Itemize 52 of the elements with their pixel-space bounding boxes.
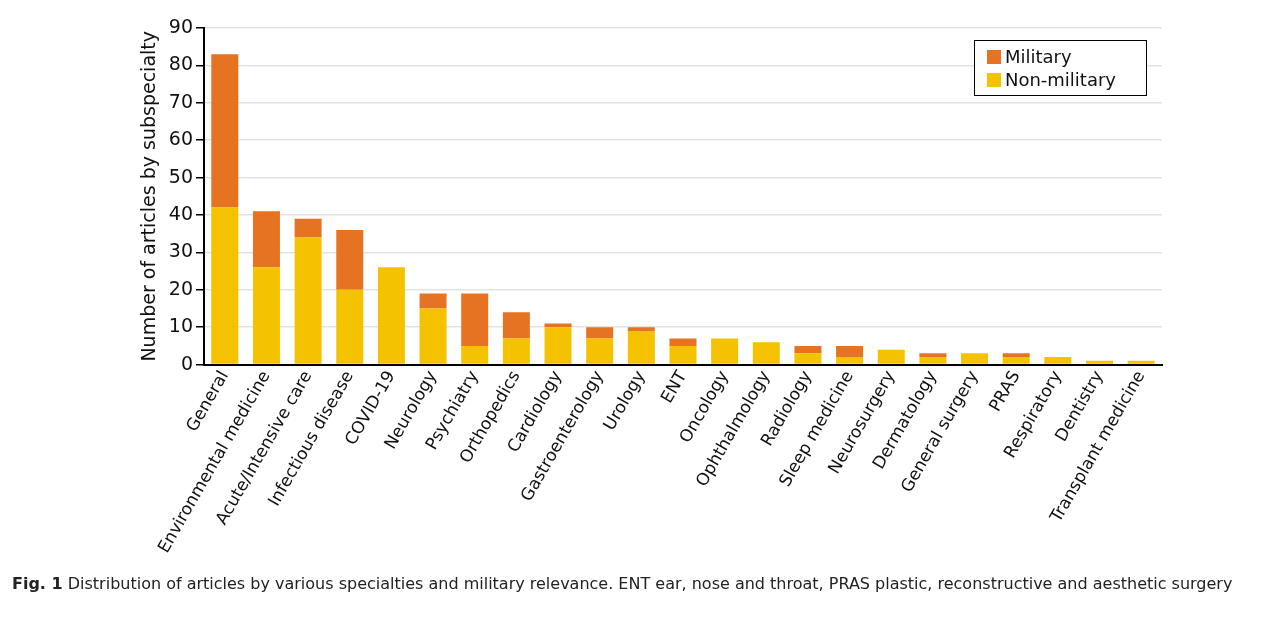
y-tick-label: 20 (168, 276, 193, 299)
bar (711, 338, 739, 364)
y-axis-title: Number of articles by subspecialty (137, 31, 160, 362)
bar (919, 353, 947, 358)
bar (669, 345, 697, 364)
bar (211, 54, 239, 208)
bar (211, 207, 239, 364)
bar (836, 345, 864, 358)
bar (1044, 357, 1072, 364)
bar (1002, 357, 1030, 364)
bar (502, 312, 530, 339)
y-tick-label: 10 (168, 314, 193, 337)
bar (1002, 353, 1030, 358)
bar (336, 229, 364, 290)
y-tick-label: 50 (168, 164, 193, 187)
legend-label: Non-military (1004, 68, 1116, 91)
bar (836, 357, 864, 364)
bar (377, 267, 405, 364)
y-tick-label: 60 (168, 127, 193, 150)
bar (794, 345, 822, 354)
bar (961, 353, 989, 364)
caption: Fig. 1 Distribution of articles by various specialties and military relevance. ENT ear, nose and throat, PRAS plastic, reconstructive and aesthetic surgery (12, 573, 1234, 595)
bar (336, 289, 364, 364)
y-tick-label: 30 (168, 239, 193, 262)
bar (669, 338, 697, 346)
bar (252, 211, 280, 268)
bar (294, 237, 322, 364)
bar (544, 323, 572, 328)
bar (419, 308, 447, 364)
y-tick-label: 80 (168, 52, 193, 75)
y-tick-label: 40 (168, 201, 193, 224)
bar (877, 349, 905, 364)
bar (461, 293, 489, 346)
bar (627, 327, 655, 331)
y-tick-label: 0 (180, 351, 193, 374)
bar (919, 357, 947, 364)
bar (252, 267, 280, 364)
bar (1127, 360, 1155, 364)
bar (586, 338, 614, 364)
bar (294, 218, 322, 238)
y-tick-label: 70 (168, 89, 193, 112)
bar (627, 330, 655, 364)
bar (419, 293, 447, 309)
y-tick-label: 90 (168, 14, 193, 37)
bar (752, 342, 780, 364)
legend-label: Military (1004, 45, 1072, 68)
bar (461, 345, 489, 364)
bar (544, 327, 572, 364)
bar (794, 353, 822, 364)
bar (502, 338, 530, 364)
bar (586, 327, 614, 339)
bar (1086, 360, 1114, 364)
